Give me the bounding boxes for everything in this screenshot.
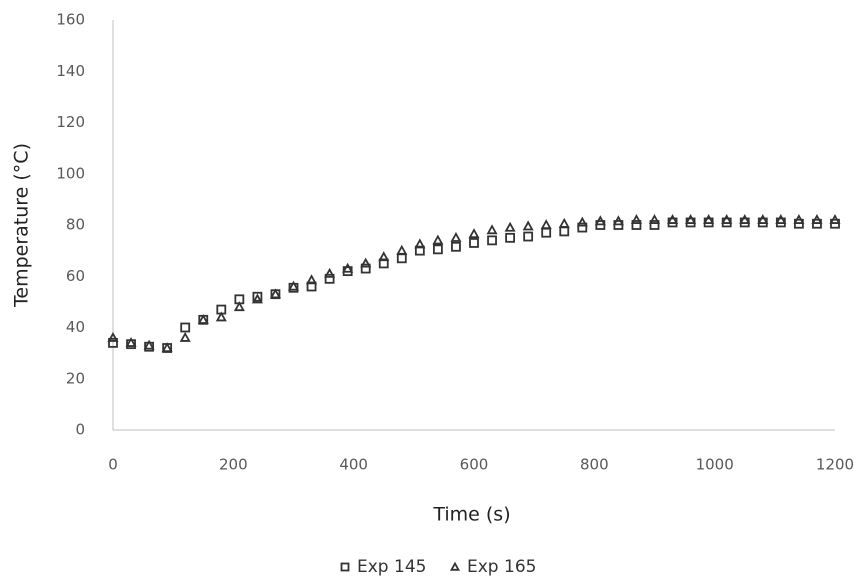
marker-triangle — [723, 216, 731, 223]
marker-triangle — [271, 290, 279, 297]
marker-triangle — [669, 216, 677, 223]
y-tick-label: 100 — [56, 164, 85, 182]
marker-triangle — [326, 270, 334, 277]
marker-square — [434, 245, 442, 253]
x-tick-label: 600 — [460, 456, 489, 474]
y-tick-label: 160 — [56, 11, 85, 29]
marker-square — [488, 236, 496, 244]
x-tick-label: 1000 — [696, 456, 734, 474]
marker-triangle — [651, 216, 659, 223]
marker-triangle — [687, 216, 695, 223]
marker-triangle — [759, 216, 767, 223]
marker-triangle — [181, 334, 189, 341]
marker-square — [506, 234, 514, 242]
marker-triangle — [488, 226, 496, 233]
marker-square — [452, 243, 460, 251]
marker-triangle — [398, 247, 406, 254]
y-axis-title: Temperature (°C) — [11, 143, 33, 308]
marker-square — [560, 227, 568, 235]
y-tick-label: 0 — [75, 421, 85, 439]
marker-triangle — [344, 265, 352, 272]
marker-triangle — [578, 218, 586, 225]
legend-label: Exp 145 — [357, 557, 426, 577]
x-tick-label: 400 — [339, 456, 368, 474]
marker-square — [470, 239, 478, 247]
chart: Time (s) Temperature (°C) 0 20 40 60 80 100 12… — [0, 0, 854, 581]
y-tick-label: 140 — [56, 62, 85, 80]
marker-triangle — [362, 259, 370, 266]
marker-triangle — [524, 222, 532, 229]
x-tick-label: 800 — [580, 456, 609, 474]
marker-triangle — [452, 564, 459, 570]
marker-triangle — [560, 220, 568, 227]
marker-triangle — [470, 230, 478, 237]
x-axis-title: Time (s) — [432, 504, 510, 526]
y-tick-label: 120 — [56, 113, 85, 131]
x-tick-label: 1200 — [816, 456, 854, 474]
y-tick-label: 60 — [66, 267, 85, 285]
marker-triangle — [434, 236, 442, 243]
marker-triangle — [163, 344, 171, 351]
legend-label: Exp 165 — [467, 557, 536, 577]
marker-triangle — [705, 216, 713, 223]
marker-square — [542, 229, 550, 237]
marker-triangle — [777, 216, 785, 223]
x-tick-label: 0 — [108, 456, 118, 474]
marker-triangle — [452, 234, 460, 241]
y-tick-label: 20 — [66, 369, 85, 387]
y-tick-label: 40 — [66, 318, 85, 336]
x-tick-label: 200 — [219, 456, 248, 474]
marker-triangle — [632, 216, 640, 223]
marker-triangle — [199, 316, 207, 323]
marker-square — [181, 324, 189, 332]
marker-square — [524, 233, 532, 241]
marker-square — [398, 254, 406, 262]
marker-triangle — [741, 216, 749, 223]
y-tick-label: 80 — [66, 216, 85, 234]
marker-triangle — [506, 224, 514, 231]
marker-square — [342, 564, 349, 571]
marker-triangle — [542, 221, 550, 228]
